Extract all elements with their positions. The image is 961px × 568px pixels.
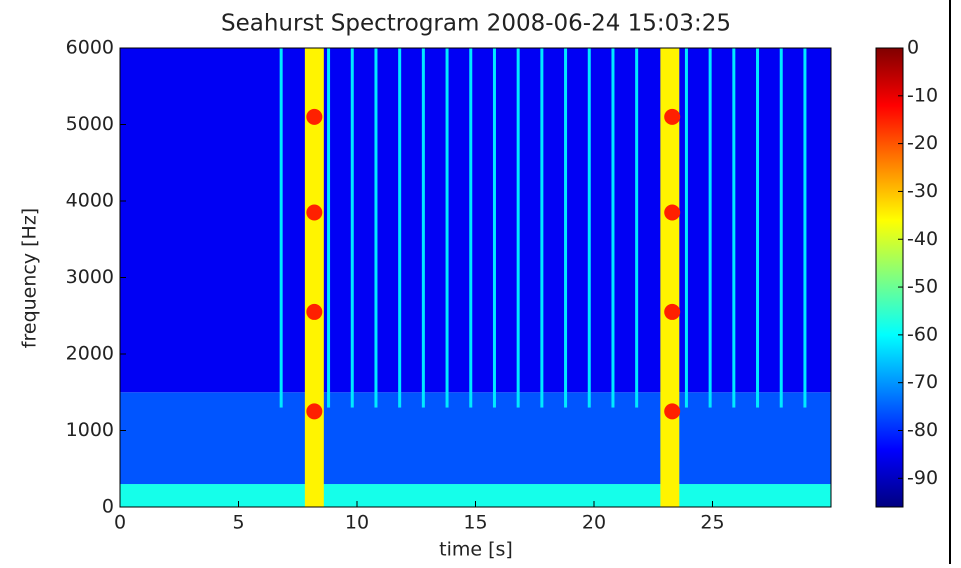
click: [374, 48, 378, 408]
y-tick-label: 1000: [66, 419, 114, 441]
click: [445, 48, 449, 408]
tone: [306, 303, 323, 320]
noise-floor: [120, 48, 831, 393]
click: [803, 48, 807, 408]
colorbar-tick-label: -90: [907, 467, 938, 489]
colorbar: [875, 47, 904, 508]
tone: [306, 108, 323, 125]
click: [421, 48, 425, 408]
tone: [664, 204, 681, 221]
pulse: [304, 48, 324, 507]
click: [327, 48, 331, 408]
click: [732, 48, 736, 408]
tone: [664, 108, 681, 125]
y-tick-label: 4000: [66, 190, 114, 212]
colorbar-tick-label: -80: [907, 419, 938, 441]
click: [279, 48, 283, 408]
click: [587, 48, 591, 408]
x-tick-label: 25: [700, 512, 724, 534]
colorbar-tick-label: 0: [907, 37, 919, 59]
colorbar-tick-label: -20: [907, 132, 938, 154]
pulse: [660, 48, 680, 507]
y-axis-label: frequency [Hz]: [19, 208, 41, 348]
click: [611, 48, 615, 408]
click: [756, 48, 760, 408]
x-tick-label: 20: [582, 512, 606, 534]
x-tick-label: 10: [345, 512, 369, 534]
tone: [664, 403, 681, 420]
chart-title: Seahurst Spectrogram 2008-06-24 15:03:25: [221, 11, 731, 37]
click: [492, 48, 496, 408]
click: [398, 48, 402, 408]
colorbar-tick-label: -30: [907, 180, 938, 202]
click: [779, 48, 783, 408]
x-tick-label: 0: [114, 512, 126, 534]
click: [516, 48, 520, 408]
colorbar-tick-label: -50: [907, 276, 938, 298]
y-tick-label: 5000: [66, 113, 114, 135]
tone: [306, 403, 323, 420]
click: [684, 48, 688, 408]
x-axis-label: time [s]: [439, 539, 513, 561]
tone: [664, 303, 681, 320]
x-tick-label: 15: [463, 512, 487, 534]
tone: [306, 204, 323, 221]
click: [469, 48, 473, 408]
x-tick-label: 5: [232, 512, 244, 534]
colorbar-tick-label: -40: [907, 228, 938, 250]
y-tick-label: 6000: [66, 37, 114, 59]
colorbar-tick-label: -70: [907, 371, 938, 393]
click: [635, 48, 639, 408]
y-tick-label: 2000: [66, 343, 114, 365]
y-tick-label: 3000: [66, 266, 114, 288]
click: [708, 48, 712, 408]
click: [540, 48, 544, 408]
colorbar-tick-label: -10: [907, 84, 938, 106]
noise-floor: [120, 484, 831, 507]
colorbar-tick-label: -60: [907, 323, 938, 345]
click: [350, 48, 354, 408]
y-tick-label: 0: [102, 496, 114, 518]
click: [564, 48, 568, 408]
noise-floor: [120, 392, 831, 485]
